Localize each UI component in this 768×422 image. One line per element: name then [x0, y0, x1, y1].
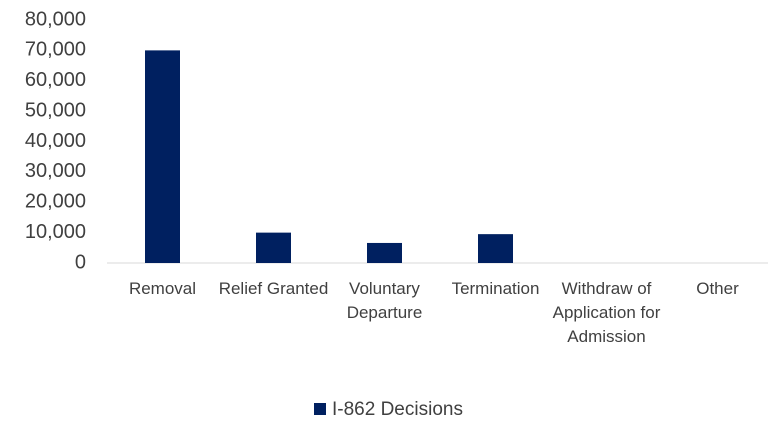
- x-tick-label: Relief Granted: [218, 279, 329, 298]
- x-tick-label: Termination: [451, 279, 540, 298]
- legend-label: I-862 Decisions: [332, 399, 463, 420]
- y-tick-label: 10,000: [25, 221, 86, 243]
- x-tick-label: Removal: [128, 279, 197, 298]
- y-tick-label: 60,000: [25, 69, 86, 91]
- y-tick-label: 50,000: [25, 99, 86, 121]
- x-tick-label: Withdraw of Application for Admission: [552, 279, 661, 346]
- y-tick-label: 40,000: [25, 130, 86, 152]
- y-tick-label: 70,000: [25, 39, 86, 61]
- bar: [478, 234, 513, 263]
- legend-swatch: [314, 403, 326, 415]
- bar: [367, 242, 402, 263]
- y-tick-label: 0: [75, 251, 86, 273]
- bar: [145, 50, 180, 263]
- y-tick-label: 20,000: [25, 191, 86, 213]
- y-tick-label: 80,000: [25, 8, 86, 30]
- y-tick-label: 30,000: [25, 160, 86, 182]
- x-tick-label: Voluntary Departure: [346, 279, 423, 322]
- x-tick-label: Other: [696, 279, 739, 298]
- bar: [256, 232, 291, 263]
